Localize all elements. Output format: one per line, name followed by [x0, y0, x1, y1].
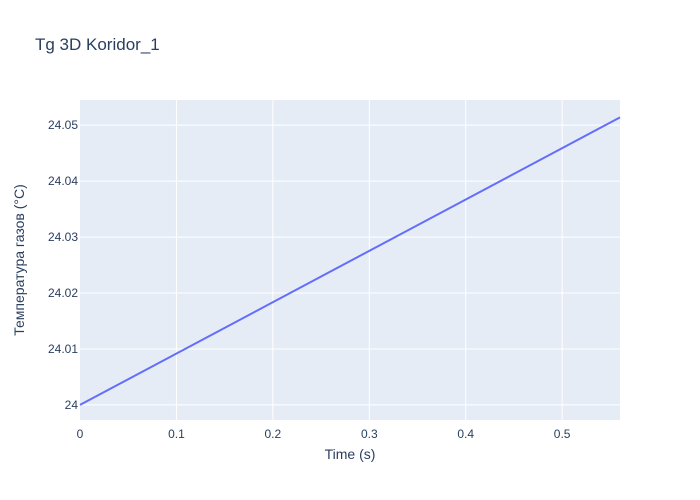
y-tick-label: 24.04 [48, 174, 78, 188]
y-gridlines [80, 124, 620, 406]
x-tick-label: 0 [77, 427, 84, 441]
series-layer [79, 116, 621, 406]
x-tick-label: 0.1 [168, 427, 185, 441]
x-gridlines [175, 100, 563, 420]
x-tick-label: 0.2 [265, 427, 282, 441]
x-axis-title: Time (s) [325, 446, 376, 462]
y-tick-label: 24.03 [48, 230, 78, 244]
y-tick-labels: 24 24.01 24.02 24.03 24.04 24.05 [48, 118, 78, 412]
x-tick-label: 0.3 [361, 427, 378, 441]
y-axis-title: Температура газов (°C) [11, 184, 27, 336]
y-tick-label: 24.02 [48, 286, 78, 300]
chart-title: Tg 3D Koridor_1 [35, 35, 160, 54]
y-tick-label: 24 [65, 398, 79, 412]
series-line [79, 116, 621, 406]
x-tick-labels: 0 0.1 0.2 0.3 0.4 0.5 [77, 427, 571, 441]
y-tick-label: 24.01 [48, 342, 78, 356]
x-tick-label: 0.5 [554, 427, 571, 441]
x-tick-label: 0.4 [457, 427, 474, 441]
y-tick-label: 24.05 [48, 118, 78, 132]
